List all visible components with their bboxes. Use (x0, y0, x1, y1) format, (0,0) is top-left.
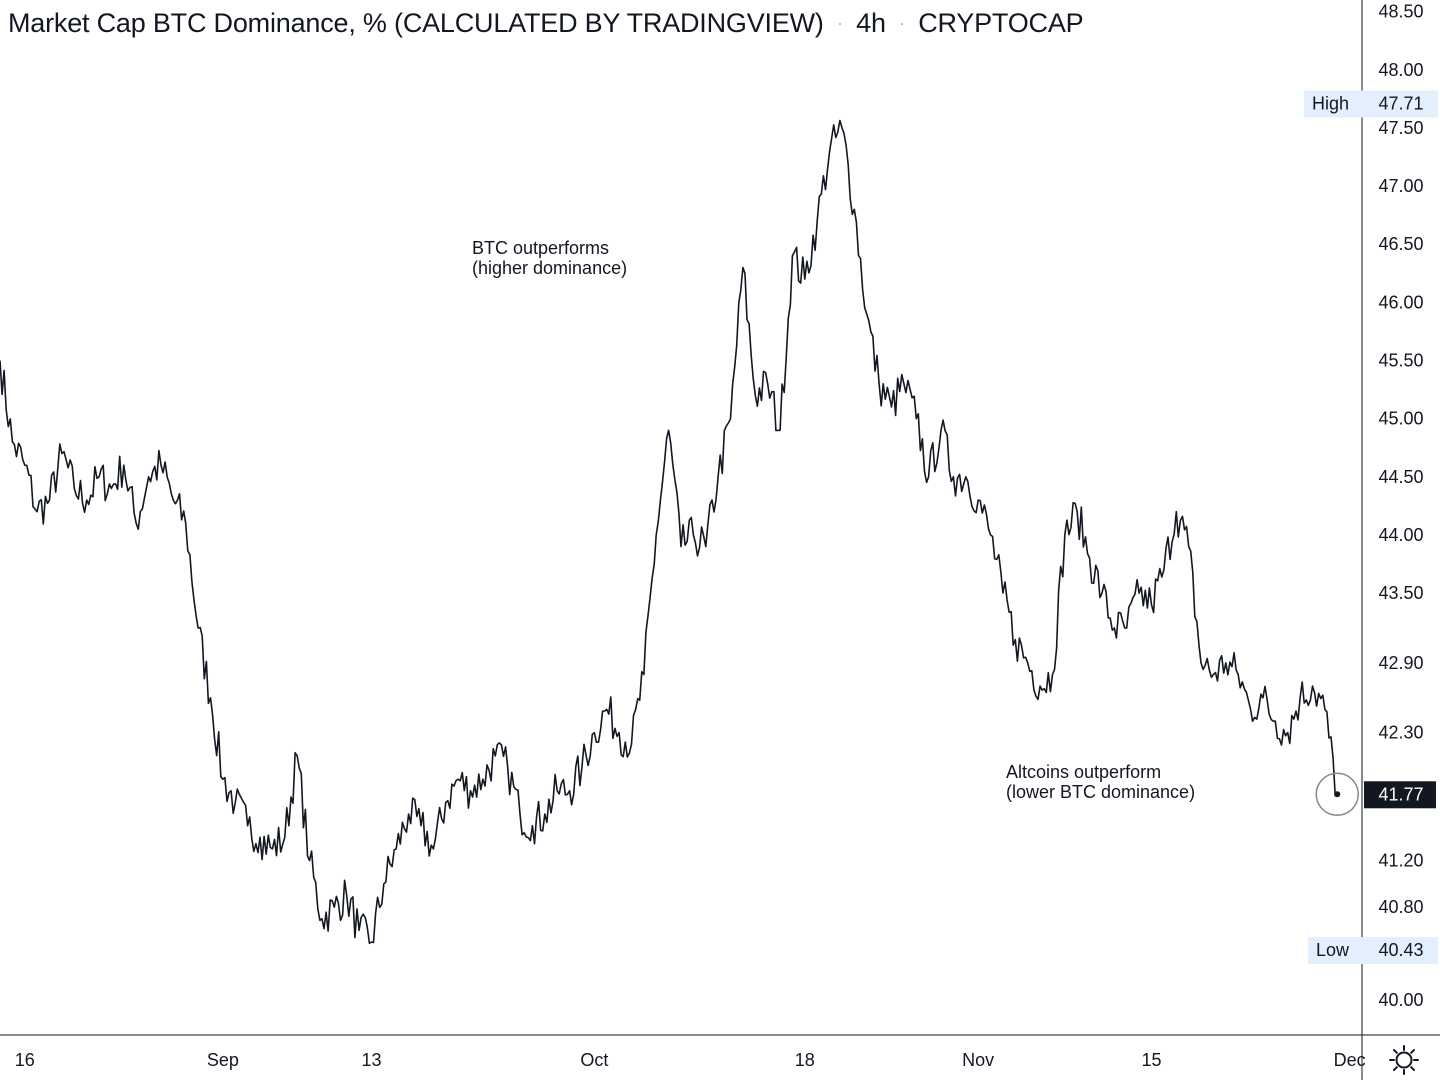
title-separator: · (899, 13, 905, 33)
title-interval[interactable]: 4h (856, 8, 886, 38)
high-value: 47.71 (1378, 94, 1423, 114)
y-tick-label: 46.00 (1378, 292, 1423, 312)
high-label: High (1312, 94, 1349, 114)
title-text: Market Cap BTC Dominance, % (CALCULATED … (8, 8, 824, 38)
y-tick-label: 48.50 (1378, 2, 1423, 22)
last-price-value: 41.77 (1378, 784, 1423, 804)
y-tick-label: 44.50 (1378, 467, 1423, 487)
series-line (0, 119, 1338, 945)
last-point-dot (1334, 791, 1341, 798)
x-tick-label: 16 (15, 1050, 35, 1070)
low-value: 40.43 (1378, 940, 1423, 960)
annotation-altcoins-outperform: Altcoins outperform (1006, 762, 1161, 782)
high-pill (1304, 90, 1438, 118)
y-tick-label: 43.50 (1378, 583, 1423, 603)
annotation-altcoins-outperform-sub: (lower BTC dominance) (1006, 782, 1195, 802)
y-tick-label: 44.00 (1378, 525, 1423, 545)
x-tick-label: 18 (795, 1050, 815, 1070)
y-tick-label: 48.00 (1378, 60, 1423, 80)
x-tick-label: Sep (207, 1050, 239, 1070)
x-tick-label: Nov (962, 1050, 994, 1070)
y-tick-label: 40.00 (1378, 990, 1423, 1010)
y-tick-label: 47.50 (1378, 118, 1423, 138)
x-tick-label: 13 (361, 1050, 381, 1070)
y-tick-label: 45.50 (1378, 351, 1423, 371)
x-tick-label: Oct (580, 1050, 608, 1070)
y-tick-label: 41.20 (1378, 851, 1423, 871)
title-source: CRYPTOCAP (918, 8, 1084, 38)
annotation-btc-outperforms-sub: (higher dominance) (472, 258, 627, 278)
title-separator: · (837, 13, 843, 33)
y-tick-label: 47.00 (1378, 176, 1423, 196)
y-tick-label: 45.00 (1378, 409, 1423, 429)
x-tick-label: 15 (1141, 1050, 1161, 1070)
x-tick-label: Dec (1334, 1050, 1366, 1070)
last-point-ring (1315, 772, 1359, 817)
annotation-btc-outperforms: BTC outperforms (472, 238, 609, 258)
settings-sun-icon[interactable] (1388, 1044, 1420, 1076)
y-tick-label: 42.30 (1378, 723, 1423, 743)
y-tick-label: 40.80 (1378, 897, 1423, 917)
low-pill (1308, 937, 1438, 965)
y-tick-label: 42.90 (1378, 653, 1423, 673)
last-price-badge (1364, 781, 1436, 809)
low-label: Low (1316, 940, 1350, 960)
y-tick-label: 46.50 (1378, 234, 1423, 254)
chart-title: Market Cap BTC Dominance, % (CALCULATED … (8, 8, 1084, 39)
